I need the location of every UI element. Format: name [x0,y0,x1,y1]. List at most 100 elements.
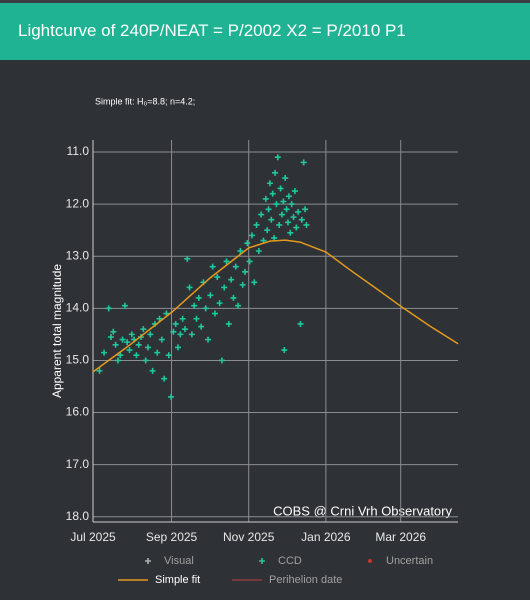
data-point [207,292,214,299]
data-point [179,315,186,322]
data-point [218,357,225,364]
data-point [133,352,140,359]
data-point [96,367,103,374]
legend-label: Simple fit [155,574,200,586]
data-point [121,302,128,309]
data-point [225,320,232,327]
data-point [209,263,216,270]
y-tick-label: 12.0 [66,196,90,210]
data-point [114,357,121,364]
data-point [193,315,200,322]
data-point [246,258,253,265]
data-point [271,234,278,241]
data-point [128,331,135,338]
data-point [269,190,276,197]
data-point [278,211,285,218]
data-point [117,352,124,359]
data-point [110,328,117,335]
data-point [119,336,126,343]
data-point [293,224,300,231]
data-point [170,328,177,335]
data-point [191,302,198,309]
legend-label: CCD [278,555,302,567]
data-point [302,206,309,213]
y-axis-label: Apparent total magnitude [50,264,64,398]
data-point [188,331,195,338]
x-tick-label: Jan 2026 [301,530,351,544]
data-point [154,349,161,356]
data-point [142,357,149,364]
legend-marker [259,558,265,564]
data-point [281,347,288,354]
data-point [108,333,115,340]
data-point [230,294,237,301]
legend-marker [368,559,372,563]
data-point [272,169,279,176]
y-tick-label: 15.0 [66,353,90,367]
data-point [297,320,304,327]
data-point [147,331,154,338]
data-point [287,229,294,236]
fit-line [92,239,459,373]
data-point [280,198,287,205]
data-point [195,294,202,301]
watermark: COBS @ Crni Vrh Observatory [273,503,452,518]
data-point [211,310,218,317]
x-tick-label: Sep 2025 [146,530,198,544]
data-point [251,279,258,286]
data-point [298,216,305,223]
data-point [303,221,310,228]
data-point [283,206,290,213]
data-point [288,201,295,208]
data-point [198,323,205,330]
legend-label: Uncertain [386,555,433,567]
data-point [177,331,184,338]
data-point [242,268,249,275]
page-title: Lightcurve of 240P/NEAT = P/2002 X2 = P/… [18,21,406,40]
data-point [300,159,307,166]
data-point [149,367,156,374]
x-tick-label: Jul 2025 [70,530,116,544]
legend-label: Visual [164,555,194,567]
data-point [276,221,283,228]
data-point [126,347,133,354]
data-point [186,284,193,291]
data-point [112,341,119,348]
data-point [184,255,191,262]
legend-marker [145,558,151,564]
y-tick-label: 13.0 [66,248,90,262]
data-point [202,305,209,312]
data-point [175,344,182,351]
data-point [264,227,271,234]
data-point [284,219,291,226]
data-point [265,206,272,213]
data-point [124,339,131,346]
annotation: Simple fit: H₀=8.8; n=4.2; [95,96,195,106]
y-tick-label: 17.0 [66,457,90,471]
data-point [290,214,297,221]
data-point [161,375,168,382]
data-point [244,240,251,247]
y-tick-label: 11.0 [67,144,90,158]
data-point [181,326,188,333]
y-tick-label: 18.0 [66,509,90,523]
data-point [221,284,228,291]
chart: Simple fit: H₀=8.8; n=4.2; COBS @ Crni V… [50,96,459,586]
header: Lightcurve of 240P/NEAT = P/2002 X2 = P/… [0,0,530,60]
data-point [239,281,246,288]
data-point [205,336,212,343]
data-point [165,352,172,359]
data-point [274,154,281,161]
data-point [291,188,298,195]
data-point [273,201,280,208]
data-point [135,341,142,348]
data-point [105,305,112,312]
data-point [172,320,179,327]
data-point [268,216,275,223]
data-point [262,195,269,202]
data-point [223,258,230,265]
data-point [237,248,244,255]
x-tick-label: Nov 2025 [223,530,275,544]
data-point [214,274,221,281]
data-point [258,211,265,218]
